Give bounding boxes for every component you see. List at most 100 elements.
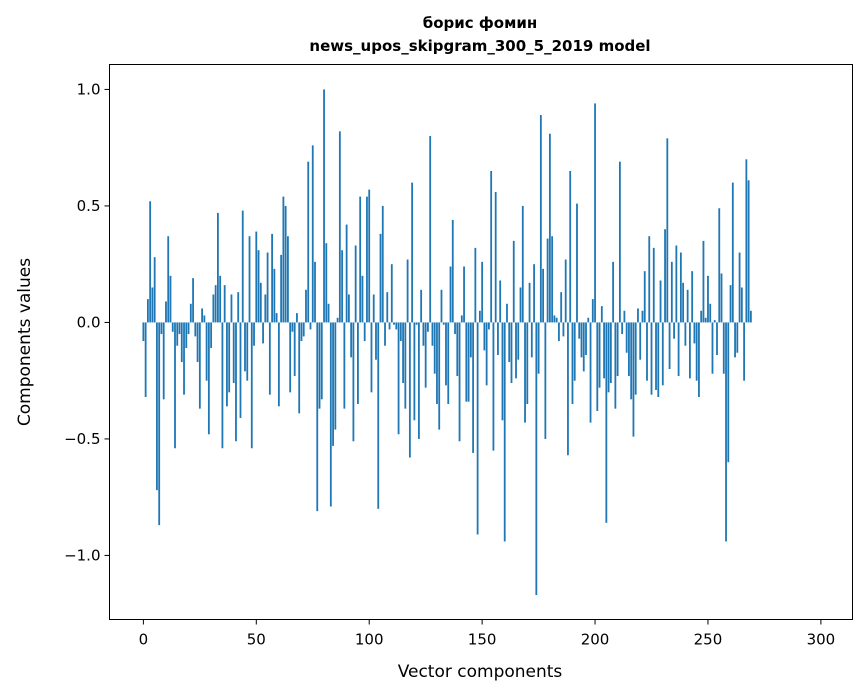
bar <box>688 322 691 379</box>
bar <box>605 322 608 523</box>
bar <box>693 322 696 344</box>
bar <box>476 322 479 535</box>
bar <box>591 299 594 323</box>
bar <box>537 322 540 374</box>
bar <box>151 287 154 323</box>
bar <box>255 231 258 323</box>
bar <box>716 322 718 356</box>
bar <box>350 322 353 358</box>
bar <box>408 322 411 458</box>
bar <box>314 261 316 323</box>
bar <box>682 282 685 323</box>
chart-subtitle: news_upos_skipgram_300_5_2019 model <box>309 37 650 55</box>
bar <box>600 306 603 323</box>
bar <box>307 161 310 323</box>
bar <box>632 322 635 437</box>
bar <box>659 280 662 323</box>
bar <box>232 322 235 384</box>
bar <box>521 205 524 323</box>
bar <box>393 322 395 325</box>
bar <box>375 322 377 360</box>
y-axis-label: Components values <box>15 258 35 426</box>
bar <box>673 322 675 339</box>
bar <box>652 247 655 323</box>
bar <box>607 322 610 393</box>
y-tick-label: 1.0 <box>77 80 101 98</box>
bar <box>379 233 382 323</box>
bar <box>241 210 244 323</box>
bar <box>142 322 145 342</box>
bar <box>246 322 249 381</box>
bar <box>198 322 201 409</box>
chart-title: борис фомин <box>423 14 537 32</box>
bar <box>354 245 357 323</box>
bar <box>273 268 276 323</box>
bar <box>368 189 371 323</box>
bar <box>530 322 533 358</box>
bar <box>458 322 461 442</box>
bar <box>226 322 228 407</box>
bar <box>359 196 362 323</box>
bar <box>341 250 344 323</box>
bar <box>691 271 694 323</box>
bar <box>454 322 456 335</box>
bar <box>546 238 549 323</box>
bar <box>731 182 734 323</box>
bar <box>361 275 364 323</box>
bar <box>271 233 274 323</box>
bar <box>146 299 149 323</box>
bar <box>675 245 678 323</box>
bar <box>417 322 420 439</box>
bar <box>363 322 366 342</box>
bar <box>216 212 219 323</box>
bar <box>463 266 465 323</box>
bar <box>153 257 156 323</box>
bar <box>707 275 709 323</box>
bar <box>670 261 673 323</box>
bar <box>334 322 337 430</box>
bar <box>749 310 752 323</box>
bar <box>185 322 188 349</box>
x-tick-label: 100 <box>355 631 384 649</box>
bar <box>427 322 429 332</box>
bar <box>415 322 418 325</box>
bar <box>402 322 404 384</box>
bar <box>679 252 682 323</box>
bar <box>327 303 330 323</box>
y-tick-label: −1.0 <box>64 546 100 564</box>
bar <box>436 322 438 404</box>
bar <box>508 322 511 363</box>
bar <box>221 322 224 449</box>
bar <box>576 203 578 323</box>
bar <box>623 310 626 323</box>
bar <box>239 322 242 418</box>
bar <box>169 275 172 323</box>
bar <box>596 322 599 411</box>
bar <box>499 280 502 323</box>
bar <box>686 289 689 323</box>
bar <box>510 322 513 384</box>
bar <box>702 240 705 323</box>
bar <box>187 322 190 335</box>
bar <box>244 322 246 372</box>
bar <box>700 310 703 323</box>
bar <box>594 103 596 323</box>
bar <box>149 201 152 323</box>
bar <box>174 322 176 449</box>
bar <box>397 322 400 435</box>
bar <box>729 285 732 323</box>
bar <box>736 322 739 353</box>
bar <box>277 322 280 407</box>
bar <box>657 322 660 397</box>
bar <box>411 182 414 323</box>
bar <box>621 322 624 335</box>
bar <box>661 322 664 386</box>
bar <box>743 322 746 381</box>
bar <box>745 159 748 323</box>
bar <box>542 268 545 323</box>
bar <box>474 247 477 323</box>
bar <box>467 322 470 402</box>
bar <box>641 310 644 323</box>
bar <box>156 322 158 491</box>
